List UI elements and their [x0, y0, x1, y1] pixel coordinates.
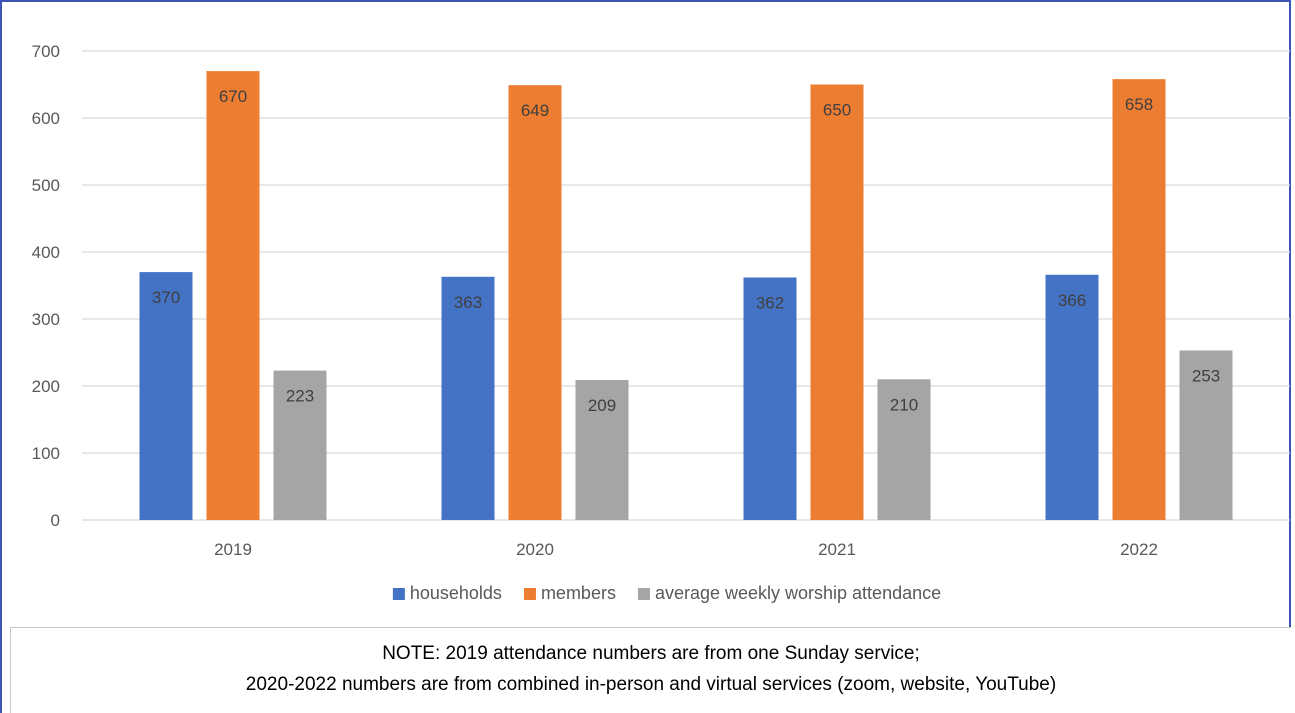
note-line-1: NOTE: 2019 attendance numbers are from o…: [382, 643, 920, 664]
bar-average-weekly-worship-attendance-2020: [575, 379, 629, 520]
y-tick-label: 600: [32, 109, 60, 128]
x-tick-label: 2019: [214, 540, 252, 559]
bar-members-2020: [508, 85, 562, 521]
bar-average-weekly-worship-attendance-2022: [1179, 350, 1233, 520]
y-tick-label: 400: [32, 243, 60, 262]
data-label: 649: [521, 101, 549, 120]
data-label: 370: [152, 288, 180, 307]
bars: [139, 71, 1233, 521]
x-tick-label: 2021: [818, 540, 856, 559]
data-label: 658: [1125, 95, 1153, 114]
y-tick-label: 300: [32, 310, 60, 329]
data-label: 362: [756, 293, 784, 312]
bar-households-2022: [1045, 274, 1099, 520]
y-tick-label: 100: [32, 444, 60, 463]
y-tick-label: 0: [51, 511, 60, 530]
bar-households-2021: [743, 277, 797, 520]
legend-label: average weekly worship attendance: [655, 583, 941, 603]
legend: households members average weekly worship …: [392, 583, 941, 603]
data-labels: 370 670 223 363 649 209 362 650 210 366 658 253: [152, 87, 1220, 415]
bar-members-2022: [1112, 79, 1166, 520]
bar-members-2019: [206, 71, 260, 520]
bar-average-weekly-worship-attendance-2019: [273, 370, 327, 520]
y-tick-label: 500: [32, 176, 60, 195]
y-axis-ticks: 0 100 200 300 400 500 600 700: [32, 42, 60, 530]
x-tick-label: 2020: [516, 540, 554, 559]
x-tick-label: 2022: [1120, 540, 1158, 559]
bar-members-2021: [810, 84, 864, 520]
data-label: 366: [1058, 291, 1086, 310]
x-axis-ticks: 2019 2020 2021 2022: [214, 540, 1158, 559]
y-tick-label: 700: [32, 42, 60, 61]
legend-swatch: [637, 588, 650, 600]
data-label: 363: [454, 293, 482, 312]
note-box: NOTE: 2019 attendance numbers are from o…: [10, 627, 1291, 713]
bar-households-2020: [441, 276, 495, 520]
data-label: 223: [286, 387, 314, 406]
data-label: 670: [219, 87, 247, 106]
legend-swatch: [523, 588, 536, 600]
bar-average-weekly-worship-attendance-2021: [877, 379, 931, 520]
data-label: 253: [1192, 366, 1220, 385]
note-line-2: 2020-2022 numbers are from combined in-p…: [245, 674, 1057, 695]
data-label: 209: [588, 396, 616, 415]
gridlines: [82, 50, 1290, 521]
y-tick-label: 200: [32, 377, 60, 396]
legend-label: members: [541, 583, 616, 603]
bar-chart: 0 100 200 300 400 500 600 700 370 670 223 363 649 20…: [32, 42, 1290, 603]
legend-label: households: [410, 583, 502, 603]
data-label: 650: [823, 101, 851, 120]
legend-swatch: [392, 588, 405, 600]
bar-households-2019: [139, 272, 193, 520]
data-label: 210: [890, 395, 918, 414]
